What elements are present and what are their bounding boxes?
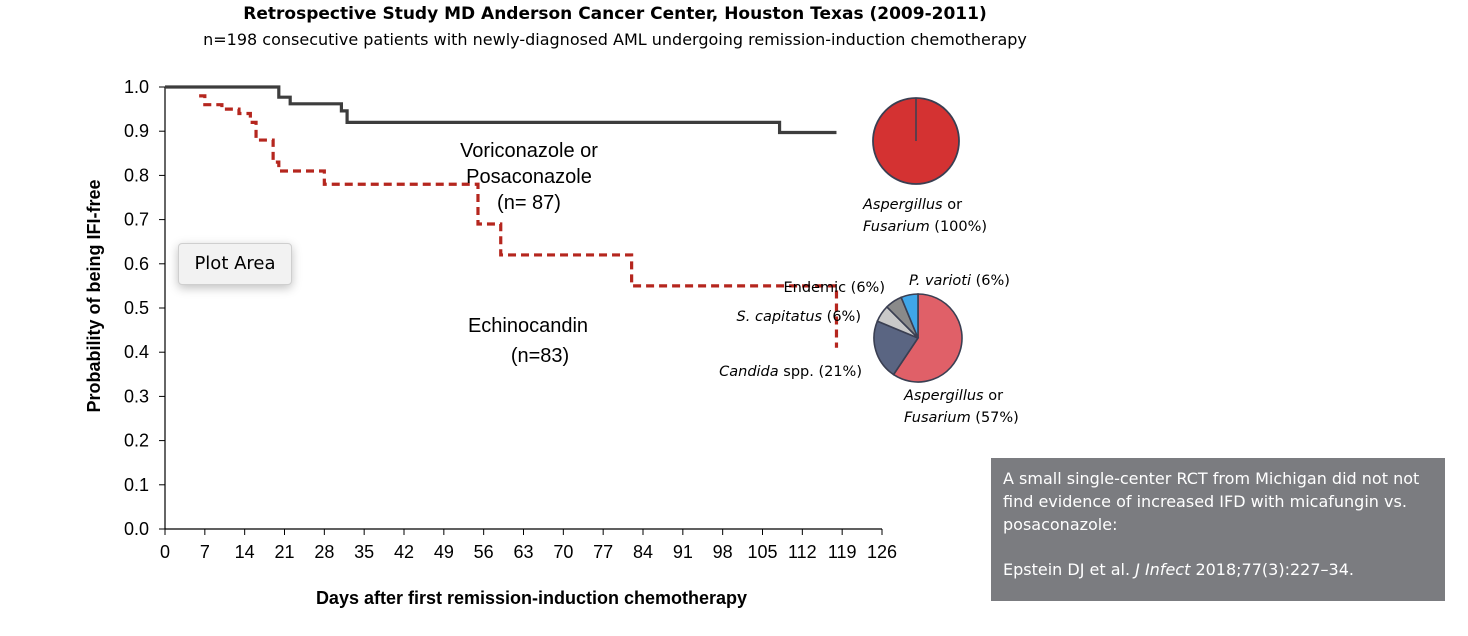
pie-slice bbox=[900, 293, 919, 339]
series-layer bbox=[165, 85, 839, 348]
x-tick-label: 0 bbox=[160, 542, 170, 562]
x-tick-label: 28 bbox=[314, 542, 334, 562]
x-tick-label: 14 bbox=[235, 542, 255, 562]
y-tick-label: 1.0 bbox=[124, 77, 149, 97]
x-tick-label: 112 bbox=[788, 542, 817, 562]
y-tick-label: 0.3 bbox=[124, 386, 149, 406]
chart-title: Retrospective Study MD Anderson Cancer C… bbox=[243, 4, 987, 24]
x-tick-label: 42 bbox=[394, 542, 414, 562]
y-tick-label: 0.4 bbox=[124, 342, 149, 362]
series-label-line: (n= 87) bbox=[497, 192, 561, 214]
plot-area-tooltip: Plot Area bbox=[178, 243, 292, 285]
pie-slice-label: P. varioti (6%) bbox=[909, 273, 1010, 289]
citation-authors: Epstein DJ et al. bbox=[1003, 560, 1136, 579]
y-tick-label: 0.1 bbox=[124, 475, 149, 495]
series-line-azole bbox=[165, 85, 837, 135]
pie-slice-label: Aspergillus or bbox=[862, 197, 962, 213]
pie-slice bbox=[892, 293, 963, 383]
x-tick-label: 21 bbox=[274, 542, 294, 562]
note-citation: Epstein DJ et al. J Infect 2018;77(3):22… bbox=[1003, 558, 1435, 581]
x-tick-label: 56 bbox=[474, 542, 494, 562]
pie-slice-label: Candida spp. (21%) bbox=[719, 364, 862, 380]
x-tick-label: 7 bbox=[200, 542, 210, 562]
pie-echinocandin: Aspergillus or Fusarium (57%) Candida spp.… bbox=[719, 273, 1019, 426]
y-tick-label: 0.6 bbox=[124, 254, 149, 274]
series-line-echinocandin bbox=[199, 94, 839, 348]
y-tick-label: 0.9 bbox=[124, 121, 149, 141]
citation-details: 2018;77(3):227–34. bbox=[1190, 560, 1354, 579]
x-axis-title: Days after first remission-induction che… bbox=[316, 588, 747, 608]
chart-axes: 0 7 14 21 28 35 42 49 56 63 70 77 84 91 98 105 112 119 126… bbox=[84, 77, 897, 608]
pie-slice bbox=[873, 320, 920, 376]
x-tick-label: 126 bbox=[867, 542, 897, 562]
series-label-line: Posaconazole bbox=[466, 166, 592, 188]
y-tick-label: 0.7 bbox=[124, 210, 149, 230]
x-tick-label: 35 bbox=[354, 542, 374, 562]
pie-slice-label-line2: Fusarium (57%) bbox=[904, 410, 1019, 426]
series-label-line: (n=83) bbox=[511, 345, 569, 367]
series-labels: Voriconazole or Posaconazole (n= 87) Echino… bbox=[460, 140, 598, 367]
x-tick-label: 105 bbox=[747, 542, 777, 562]
y-tick-label: 0.2 bbox=[124, 431, 149, 451]
x-tick-label: 91 bbox=[673, 542, 693, 562]
y-tick-label: 0.5 bbox=[124, 298, 149, 318]
pie-slice-label-line2: Fusarium (100%) bbox=[863, 219, 987, 235]
chart-subtitle: n=198 consecutive patients with newly-di… bbox=[203, 30, 1027, 49]
pie-slice-label: Endemic (6%) bbox=[783, 280, 885, 296]
pie-slice-label: S. capitatus (6%) bbox=[737, 309, 861, 325]
x-tick-label: 98 bbox=[713, 542, 733, 562]
pie-slice-label: Aspergillus or bbox=[903, 388, 1003, 404]
y-tick-label: 0.8 bbox=[124, 165, 149, 185]
series-label-line: Voriconazole or bbox=[460, 140, 598, 162]
x-tick-label: 119 bbox=[828, 542, 857, 562]
x-tick-label: 84 bbox=[633, 542, 653, 562]
citation-journal: J Infect bbox=[1135, 560, 1191, 579]
x-tick-label: 77 bbox=[593, 542, 613, 562]
y-axis-title: Probability of being IFI-free bbox=[84, 179, 104, 412]
x-tick-label: 63 bbox=[513, 542, 533, 562]
y-tick-label: 0.0 bbox=[124, 519, 149, 539]
series-label-line: Echinocandin bbox=[468, 315, 588, 337]
x-tick-label: 49 bbox=[434, 542, 454, 562]
pie-voriconazole-or-posaconazole: Aspergillus or Fusarium (100%) bbox=[862, 97, 987, 235]
note-text: A small single-center RCT from Michigan … bbox=[1003, 469, 1420, 534]
reference-note-box: A small single-center RCT from Michigan … bbox=[991, 458, 1445, 601]
x-tick-label: 70 bbox=[553, 542, 573, 562]
